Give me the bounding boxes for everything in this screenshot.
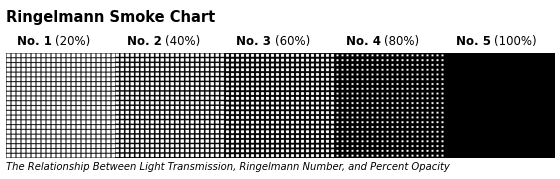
Text: (20%): (20%): [55, 35, 90, 48]
Text: (60%): (60%): [274, 35, 310, 48]
Text: (100%): (100%): [494, 35, 536, 48]
Text: The Relationship Between Light Transmission, Ringelmann Number, and Percent Opac: The Relationship Between Light Transmiss…: [6, 162, 449, 172]
Text: Ringelmann Smoke Chart: Ringelmann Smoke Chart: [6, 10, 215, 25]
Text: No. 2: No. 2: [127, 35, 161, 48]
Text: No. 3: No. 3: [236, 35, 271, 48]
Text: (40%): (40%): [165, 35, 200, 48]
Text: No. 5: No. 5: [456, 35, 491, 48]
Text: (80%): (80%): [384, 35, 419, 48]
Text: No. 4: No. 4: [346, 35, 381, 48]
Text: No. 1: No. 1: [17, 35, 52, 48]
